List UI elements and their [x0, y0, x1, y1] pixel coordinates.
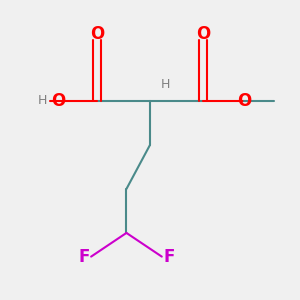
Text: H: H [38, 94, 47, 107]
Text: F: F [163, 248, 175, 266]
Text: F: F [78, 248, 90, 266]
Text: H: H [160, 77, 170, 91]
Text: O: O [90, 26, 104, 44]
Text: O: O [237, 92, 251, 110]
Text: O: O [51, 92, 66, 110]
Text: O: O [196, 26, 210, 44]
